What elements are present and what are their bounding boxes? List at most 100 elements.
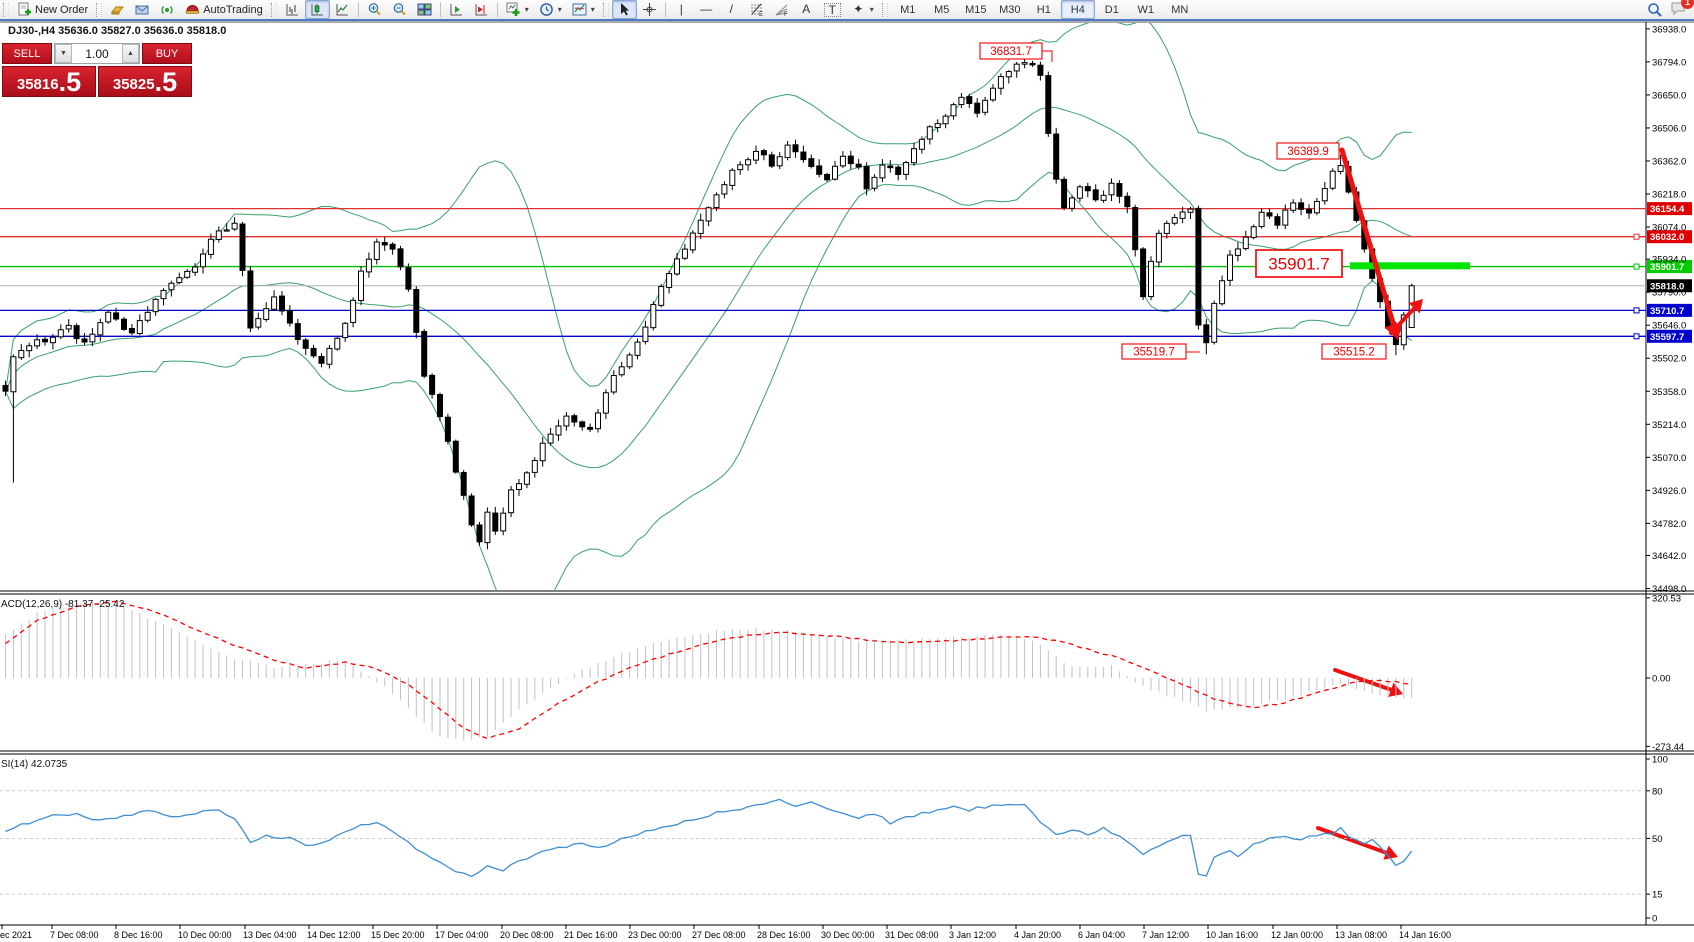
bar-chart-button[interactable] bbox=[280, 0, 305, 19]
toolbar-grip[interactable] bbox=[3, 2, 9, 17]
candle-body bbox=[832, 165, 838, 180]
candle-body bbox=[1195, 207, 1202, 326]
candle-body bbox=[286, 310, 293, 324]
candle-body bbox=[523, 472, 530, 485]
price-tick-label: 34642.0 bbox=[1652, 551, 1686, 562]
candle-body bbox=[1258, 211, 1265, 228]
candle-body bbox=[231, 222, 238, 230]
zoom-out-button[interactable] bbox=[387, 0, 412, 19]
candle-body bbox=[1084, 186, 1091, 192]
candle-body bbox=[926, 126, 933, 140]
candle-body bbox=[1179, 211, 1186, 219]
timeframe-m15-button[interactable]: M15 bbox=[965, 3, 987, 16]
horizontal-line-tool-button[interactable]: — bbox=[694, 0, 719, 19]
tile-windows-button[interactable] bbox=[412, 0, 437, 19]
candle-body bbox=[618, 366, 625, 376]
new-chart-button[interactable]: ▾ bbox=[501, 0, 534, 19]
templates-button[interactable]: ▾ bbox=[567, 0, 600, 19]
chart-title: DJ30-,H4 35636.0 35827.0 35636.0 35818.0 bbox=[8, 25, 227, 37]
sell-button[interactable]: SELL bbox=[2, 43, 52, 64]
zoom-in-button[interactable] bbox=[362, 0, 387, 19]
toolbar-grip[interactable] bbox=[881, 2, 888, 17]
shapes-icon: ✦ bbox=[853, 2, 864, 16]
candle-body bbox=[389, 243, 396, 250]
profiles-button[interactable]: ▾ bbox=[534, 0, 567, 19]
price-axis-badge bbox=[1647, 279, 1692, 293]
vps-button[interactable] bbox=[155, 0, 180, 19]
date-tick-label: 31 Dec 08:00 bbox=[885, 930, 939, 940]
fibonacci-tool-button[interactable]: E bbox=[744, 0, 769, 19]
timeframe-d1-button[interactable]: D1 bbox=[1104, 3, 1119, 16]
trendline-tool-button[interactable]: / bbox=[719, 0, 744, 19]
candle-body bbox=[468, 495, 475, 526]
candle-body bbox=[563, 415, 570, 427]
candle-body bbox=[839, 155, 846, 167]
candle-body bbox=[279, 295, 285, 312]
toolbar-grip[interactable] bbox=[270, 2, 277, 17]
price-tick-label: 35502.0 bbox=[1652, 354, 1686, 365]
auto-scroll-button[interactable] bbox=[444, 0, 469, 19]
text-label-tool-button[interactable]: T bbox=[819, 0, 846, 19]
timeframe-mn-button[interactable]: MN bbox=[1171, 3, 1189, 16]
candle-body bbox=[105, 311, 112, 323]
fibonacci-fan-tool-button[interactable]: F bbox=[769, 0, 794, 19]
toolbar-separator bbox=[357, 2, 359, 17]
candle-body bbox=[1163, 222, 1170, 234]
timeframe-m1-button[interactable]: M1 bbox=[900, 3, 916, 16]
text-tool-button[interactable]: A bbox=[794, 0, 819, 19]
line-chart-button[interactable] bbox=[330, 0, 355, 19]
buy-price-display[interactable]: 35825 .5 bbox=[98, 66, 192, 97]
toolbar-grip[interactable] bbox=[602, 2, 609, 17]
timeframe-w1-button[interactable]: W1 bbox=[1137, 3, 1155, 16]
new-order-icon bbox=[17, 2, 32, 17]
search-icon[interactable] bbox=[1647, 2, 1662, 17]
vertical-line-tool-button[interactable]: | bbox=[669, 0, 694, 19]
candlestick-chart-button[interactable] bbox=[304, 0, 330, 19]
cursor-tool-button[interactable] bbox=[611, 0, 637, 19]
price-tick-label: 34782.0 bbox=[1652, 519, 1686, 530]
buy-button[interactable]: BUY bbox=[142, 43, 192, 64]
candle-body bbox=[1400, 314, 1407, 346]
candle-body bbox=[1140, 248, 1147, 298]
zoom-in-icon bbox=[367, 2, 382, 17]
new-order-label: New Order bbox=[35, 3, 89, 16]
candle-body bbox=[302, 339, 309, 349]
autotrading-button[interactable]: AutoTrading bbox=[180, 0, 268, 19]
timeframe-h1-button[interactable]: H1 bbox=[1036, 3, 1051, 16]
sell-price-display[interactable]: 35816 .5 bbox=[2, 66, 96, 97]
timeframe-group: M1 M5 M15 M30 H1 H4 D1 W1 MN bbox=[891, 0, 1197, 19]
date-tick-label: 3 Jan 12:00 bbox=[949, 930, 996, 940]
price-annotation-box bbox=[979, 42, 1043, 60]
timeframe-m5-button[interactable]: M5 bbox=[934, 3, 950, 16]
arrows-tool-button[interactable]: ✦ ▾ bbox=[846, 0, 879, 19]
candle-body bbox=[539, 442, 546, 462]
candle-body bbox=[1005, 71, 1012, 78]
main-toolbar: New Order AutoTrading bbox=[0, 0, 1694, 21]
chart-shift-button[interactable] bbox=[469, 0, 494, 19]
candle-body bbox=[808, 158, 815, 168]
toolbar-separator bbox=[496, 2, 498, 17]
date-tick-label: 7 Jan 12:00 bbox=[1142, 930, 1189, 940]
new-order-button[interactable]: New Order bbox=[12, 0, 93, 19]
candle-body bbox=[745, 159, 752, 166]
signals-button[interactable] bbox=[130, 0, 155, 19]
date-tick-label: 20 Dec 08:00 bbox=[500, 930, 554, 940]
market-button[interactable] bbox=[105, 0, 130, 19]
volume-decrease-button[interactable]: ▼ bbox=[55, 44, 72, 63]
date-tick-label: 6 Jan 04:00 bbox=[1078, 930, 1125, 940]
candle-body bbox=[1227, 254, 1233, 281]
timeframe-m30-button[interactable]: M30 bbox=[999, 3, 1021, 16]
candle-body bbox=[800, 151, 807, 161]
candle-body bbox=[168, 282, 175, 291]
notifications-button[interactable]: 1 bbox=[1670, 0, 1694, 19]
candle-body bbox=[824, 173, 831, 181]
volume-stepper: ▼ 1.00 ▲ bbox=[54, 43, 140, 64]
toolbar-grip[interactable] bbox=[96, 2, 103, 17]
volume-increase-button[interactable]: ▲ bbox=[122, 44, 139, 63]
crosshair-tool-button[interactable] bbox=[637, 0, 662, 19]
candle-body bbox=[144, 311, 151, 321]
volume-value[interactable]: 1.00 bbox=[85, 46, 109, 61]
timeframe-h4-button[interactable]: H4 bbox=[1060, 0, 1095, 19]
chart-shift-icon bbox=[474, 2, 489, 17]
